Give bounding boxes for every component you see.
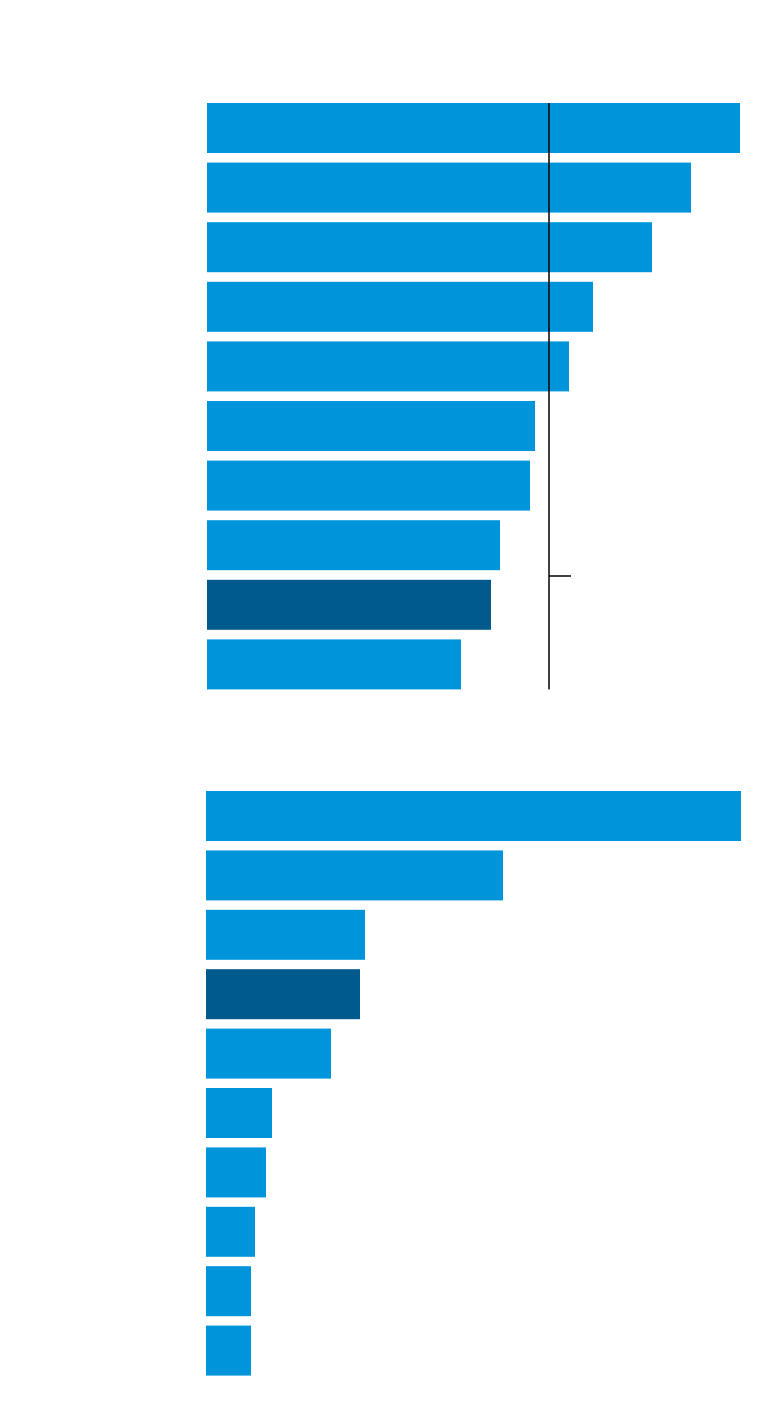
bar xyxy=(207,579,491,630)
bar xyxy=(207,222,652,273)
bar xyxy=(207,103,740,153)
bar xyxy=(206,909,365,960)
bar xyxy=(206,850,503,901)
bar xyxy=(207,460,530,511)
bar xyxy=(206,969,360,1020)
bar xyxy=(206,1266,251,1317)
bar xyxy=(207,281,593,332)
bar xyxy=(206,1028,331,1079)
bar xyxy=(206,1206,255,1257)
bar xyxy=(207,639,461,690)
bar xyxy=(206,1325,251,1376)
bar xyxy=(206,791,741,841)
bar xyxy=(207,401,535,451)
bar xyxy=(206,1147,266,1198)
bar xyxy=(206,1088,272,1138)
bar xyxy=(207,162,691,213)
bar xyxy=(207,341,569,392)
bar xyxy=(207,520,500,571)
